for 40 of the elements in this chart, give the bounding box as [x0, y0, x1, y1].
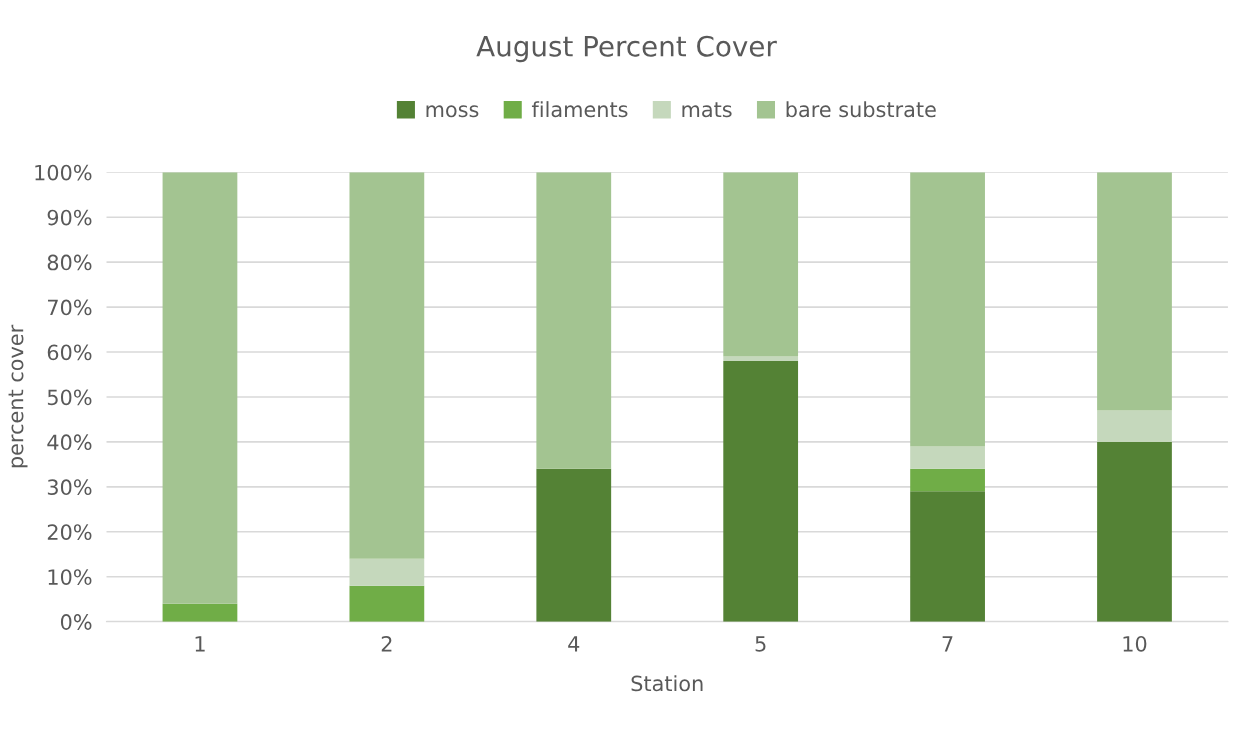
- bar: [910, 172, 985, 447]
- y-tick-label: 70%: [48, 299, 92, 316]
- legend-label: bare substrate: [786, 101, 936, 118]
- bar: [162, 172, 238, 604]
- y-tick-label: 30%: [47, 479, 92, 496]
- y-tick-label: 60%: [47, 344, 92, 361]
- bar: [1097, 410, 1172, 442]
- y-tick-label: 50%: [47, 389, 92, 406]
- y-tick-label: 100%: [35, 164, 92, 181]
- y-tick-label: 80%: [47, 254, 92, 271]
- x-tick-label: 4: [568, 636, 580, 652]
- y-tick-label: 20%: [47, 524, 92, 540]
- x-tick-label: 7: [942, 636, 953, 652]
- bar: [536, 468, 612, 622]
- bar: [349, 585, 425, 622]
- bar: [910, 468, 985, 492]
- x-tick-label: 1: [195, 636, 205, 652]
- bar: [1097, 441, 1172, 622]
- bar: [910, 491, 985, 622]
- y-tick-label: 90%: [47, 209, 92, 226]
- legend-label: moss: [426, 105, 479, 118]
- x-tick-label: 5: [755, 636, 766, 652]
- y-axis-title: percent cover: [8, 324, 28, 468]
- x-axis-title: Station: [631, 675, 703, 692]
- bar: [723, 172, 799, 357]
- bar: [1097, 172, 1172, 411]
- chart-title: August Percent Cover: [476, 35, 777, 63]
- bar: [162, 603, 238, 622]
- y-tick-label: 0%: [60, 614, 92, 630]
- bar: [349, 172, 425, 559]
- y-tick-label: 10%: [48, 569, 92, 585]
- bar: [723, 361, 799, 622]
- x-tick-label: 2: [381, 635, 392, 652]
- y-tick-label: 40%: [47, 434, 92, 451]
- x-tick-label: 10: [1123, 635, 1147, 652]
- bar: [349, 558, 425, 586]
- bar: [536, 172, 612, 469]
- bar: [910, 446, 985, 469]
- legend-label: mats: [682, 102, 732, 118]
- legend-label: filaments: [531, 101, 628, 118]
